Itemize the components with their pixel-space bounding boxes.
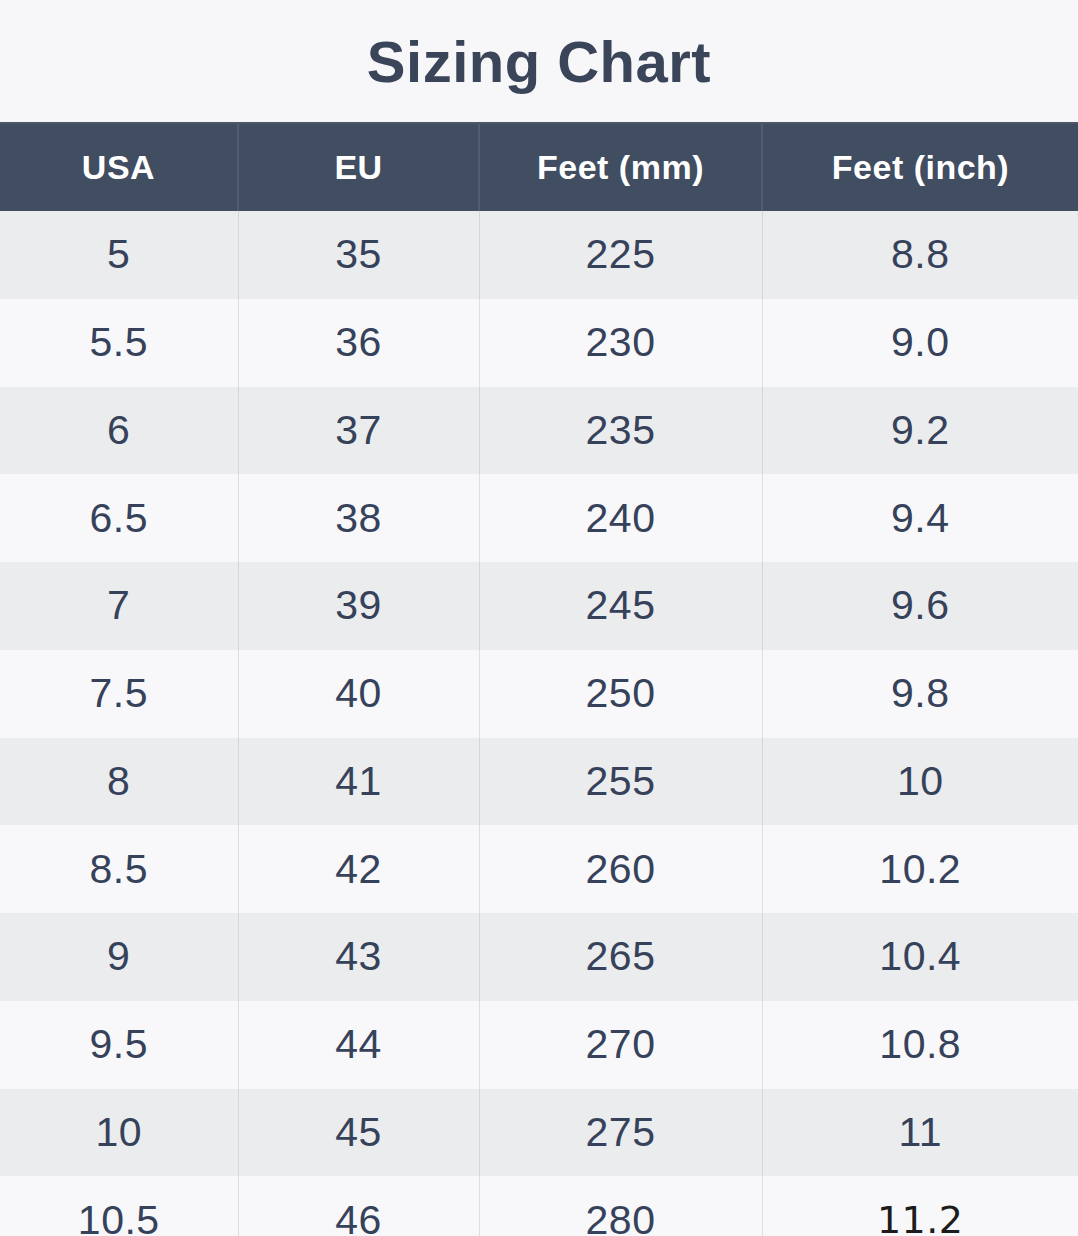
column-header-eu: EU (238, 123, 479, 211)
table-row: 7392459.6 (0, 562, 1078, 650)
table-cell: 6.5 (0, 474, 238, 562)
table-cell: 10 (0, 1089, 238, 1177)
table-cell: 10.2 (762, 825, 1078, 913)
table-row: 6372359.2 (0, 387, 1078, 475)
table-cell: 275 (479, 1089, 762, 1177)
sizing-chart-page: Sizing Chart USA EU Feet (mm) Feet (inch… (0, 0, 1078, 1236)
table-cell: 46 (238, 1176, 479, 1236)
table-cell: 265 (479, 913, 762, 1001)
table-cell: 10.8 (762, 1001, 1078, 1089)
table-cell: 6 (0, 387, 238, 475)
table-cell: 240 (479, 474, 762, 562)
table-cell: 11 (762, 1089, 1078, 1177)
table-cell: 280 (479, 1176, 762, 1236)
table-cell: 8.8 (762, 211, 1078, 299)
table-cell: 9.4 (762, 474, 1078, 562)
table-cell: 39 (238, 562, 479, 650)
table-cell: 37 (238, 387, 479, 475)
column-header-feet-inch: Feet (inch) (762, 123, 1078, 211)
sizing-table: USA EU Feet (mm) Feet (inch) 5352258.85.… (0, 122, 1078, 1236)
table-cell: 8.5 (0, 825, 238, 913)
table-cell: 270 (479, 1001, 762, 1089)
table-cell: 42 (238, 825, 479, 913)
table-cell: 36 (238, 299, 479, 387)
table-cell: 250 (479, 650, 762, 738)
table-row: 94326510.4 (0, 913, 1078, 1001)
table-cell: 8 (0, 738, 238, 826)
table-row: 5.5362309.0 (0, 299, 1078, 387)
column-header-feet-mm: Feet (mm) (479, 123, 762, 211)
table-cell: 35 (238, 211, 479, 299)
table-cell: 9.8 (762, 650, 1078, 738)
table-row: 104527511 (0, 1089, 1078, 1177)
table-cell: 235 (479, 387, 762, 475)
table-cell: 10 (762, 738, 1078, 826)
table-row: 9.54427010.8 (0, 1001, 1078, 1089)
table-cell: 9.2 (762, 387, 1078, 475)
table-cell: 45 (238, 1089, 479, 1177)
table-cell: 9.5 (0, 1001, 238, 1089)
table-row: 6.5382409.4 (0, 474, 1078, 562)
table-row: 84125510 (0, 738, 1078, 826)
table-cell: 230 (479, 299, 762, 387)
table-header: USA EU Feet (mm) Feet (inch) (0, 123, 1078, 211)
column-header-usa: USA (0, 123, 238, 211)
table-header-row: USA EU Feet (mm) Feet (inch) (0, 123, 1078, 211)
table-row: 7.5402509.8 (0, 650, 1078, 738)
page-title: Sizing Chart (0, 0, 1078, 122)
table-row: 8.54226010.2 (0, 825, 1078, 913)
table-cell: 225 (479, 211, 762, 299)
table-row: 5352258.8 (0, 211, 1078, 299)
table-cell: 40 (238, 650, 479, 738)
table-cell: 255 (479, 738, 762, 826)
table-cell: 9 (0, 913, 238, 1001)
table-cell: 245 (479, 562, 762, 650)
table-cell: 5 (0, 211, 238, 299)
table-cell: 7 (0, 562, 238, 650)
table-cell: 260 (479, 825, 762, 913)
table-body: 5352258.85.5362309.06372359.26.5382409.4… (0, 211, 1078, 1236)
table-cell: 9.0 (762, 299, 1078, 387)
table-cell: 7.5 (0, 650, 238, 738)
table-cell: 44 (238, 1001, 479, 1089)
table-cell: 10.5 (0, 1176, 238, 1236)
table-cell: 43 (238, 913, 479, 1001)
table-cell: 38 (238, 474, 479, 562)
table-cell: 9.6 (762, 562, 1078, 650)
table-cell: 11.2 (762, 1176, 1078, 1236)
table-cell: 41 (238, 738, 479, 826)
table-row: 10.54628011.2 (0, 1176, 1078, 1236)
table-cell: 10.4 (762, 913, 1078, 1001)
table-cell: 5.5 (0, 299, 238, 387)
